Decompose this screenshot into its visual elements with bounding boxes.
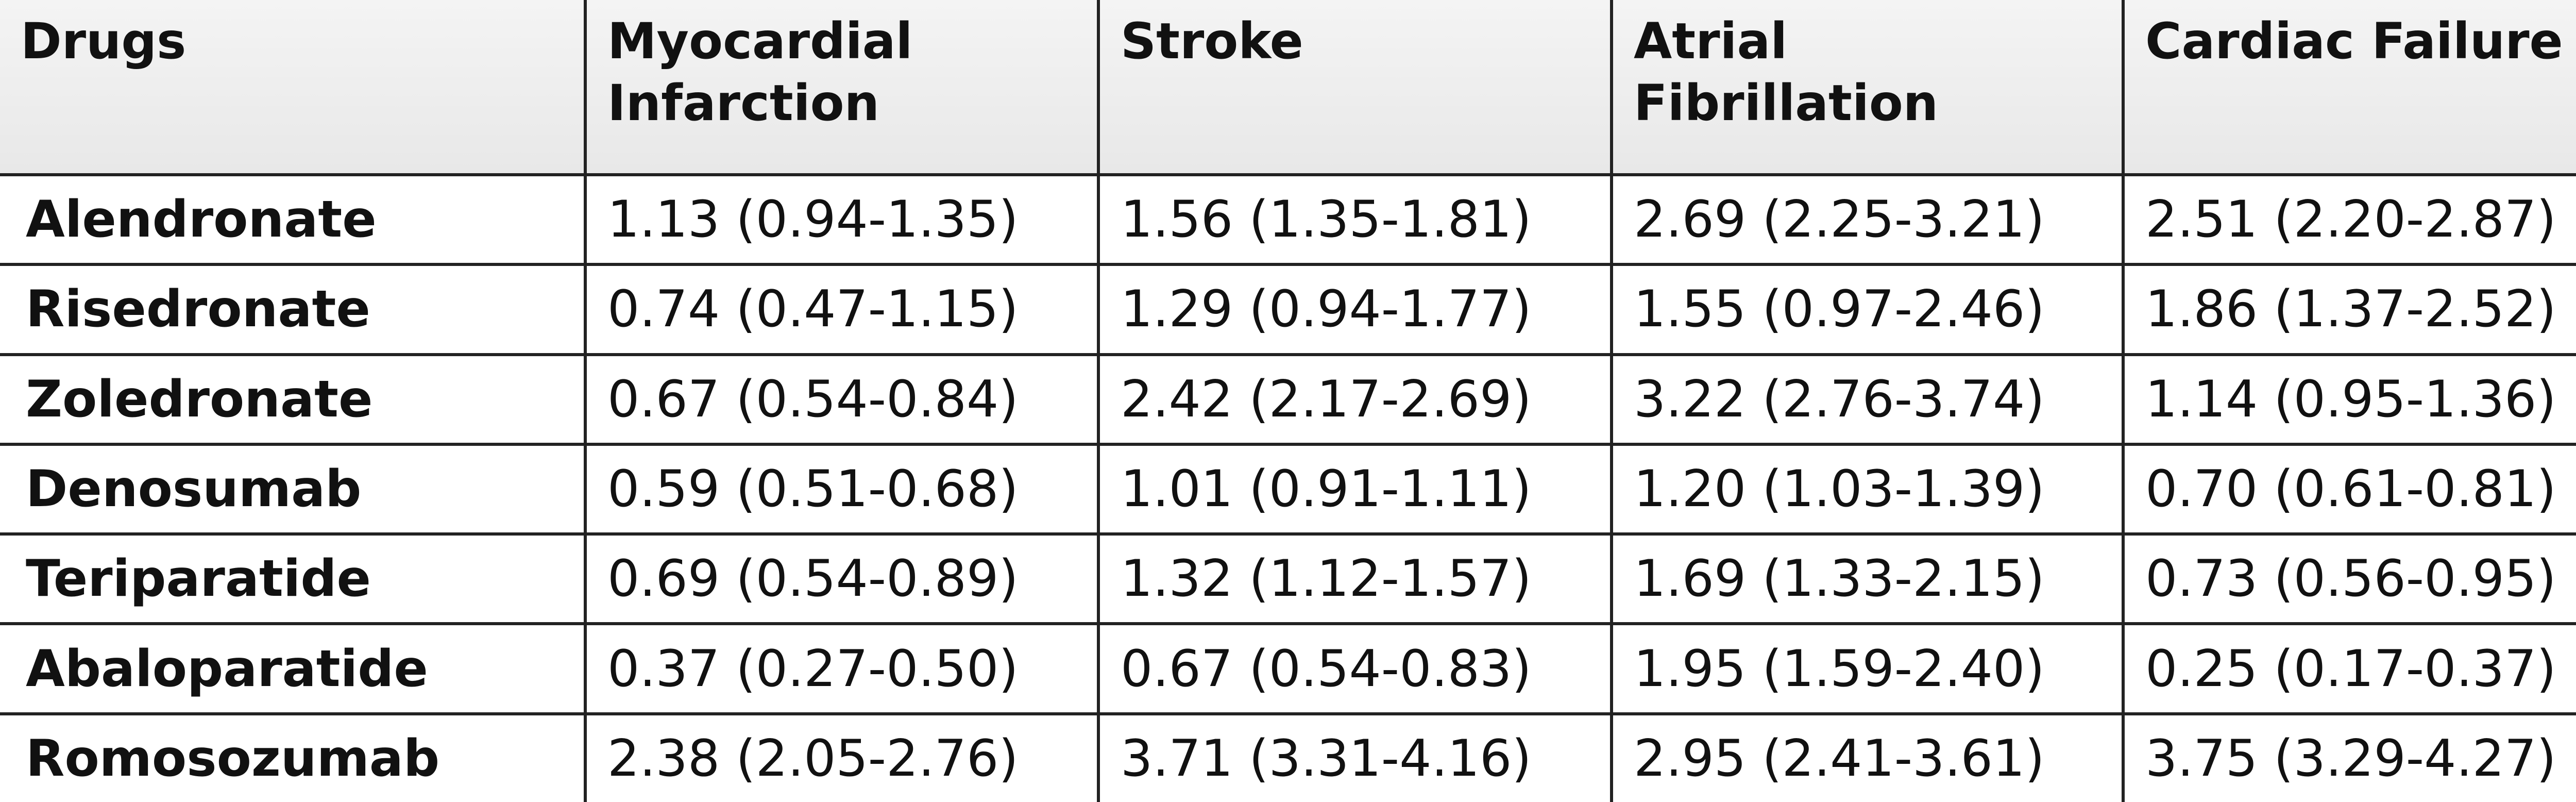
value-cell: 1.13 (0.94-1.35) [584,173,1100,266]
table-body: Alendronate 1.13 (0.94-1.35) 1.56 (1.35-1.… [0,173,2576,802]
drug-name-cell: Risedronate [0,263,587,356]
header-row: Drugs Myocardial Infarction Stroke Atrial F… [0,0,2576,176]
value-cell: 0.59 (0.51-0.68) [584,442,1100,536]
value-cell: 0.69 (0.54-0.89) [584,532,1100,626]
value-cell: 2.51 (2.20-2.87) [2122,173,2576,266]
header-cell: Stroke [1097,0,1613,176]
drug-name-cell: Romosozumab [0,712,587,802]
value-cell: 1.14 (0.95-1.36) [2122,353,2576,446]
value-cell: 3.22 (2.76-3.74) [1610,353,2125,446]
header-cell: Myocardial Infarction [584,0,1100,176]
header-cell: Drugs [0,0,587,176]
table-row: Alendronate 1.13 (0.94-1.35) 1.56 (1.35-1.… [0,173,2576,266]
value-cell: 1.95 (1.59-2.40) [1610,622,2125,715]
value-cell: 0.74 (0.47-1.15) [584,263,1100,356]
table-row: Zoledronate 0.67 (0.54-0.84) 2.42 (2.17-2.… [0,353,2576,446]
value-cell: 2.38 (2.05-2.76) [584,712,1100,802]
value-cell: 0.67 (0.54-0.84) [584,353,1100,446]
value-cell: 2.69 (2.25-3.21) [1610,173,2125,266]
value-cell: 1.01 (0.91-1.11) [1097,442,1613,536]
table-row: Denosumab 0.59 (0.51-0.68) 1.01 (0.91-1.11… [0,442,2576,536]
table-row: Abaloparatide 0.37 (0.27-0.50) 0.67 (0.54-… [0,622,2576,715]
drug-name-cell: Zoledronate [0,353,587,446]
value-cell: 0.25 (0.17-0.37) [2122,622,2576,715]
value-cell: 1.32 (1.12-1.57) [1097,532,1613,626]
header-cell: Cardiac Failure [2122,0,2576,176]
value-cell: 0.67 (0.54-0.83) [1097,622,1613,715]
drug-name-cell: Denosumab [0,442,587,536]
table-row: Risedronate 0.74 (0.47-1.15) 1.29 (0.94-1.… [0,263,2576,356]
value-cell: 0.37 (0.27-0.50) [584,622,1100,715]
table-row: Romosozumab 2.38 (2.05-2.76) 3.71 (3.31-4.… [0,712,2576,802]
value-cell: 1.69 (1.33-2.15) [1610,532,2125,626]
value-cell: 1.55 (0.97-2.46) [1610,263,2125,356]
value-cell: 0.73 (0.56-0.95) [2122,532,2576,626]
value-cell: 1.20 (1.03-1.39) [1610,442,2125,536]
drug-name-cell: Abaloparatide [0,622,587,715]
value-cell: 1.86 (1.37-2.52) [2122,263,2576,356]
value-cell: 3.75 (3.29-4.27) [2122,712,2576,802]
value-cell: 3.71 (3.31-4.16) [1097,712,1613,802]
value-cell: 2.95 (2.41-3.61) [1610,712,2125,802]
drug-name-cell: Alendronate [0,173,587,266]
drug-name-cell: Teriparatide [0,532,587,626]
table-row: Teriparatide 0.69 (0.54-0.89) 1.32 (1.12-1… [0,532,2576,626]
value-cell: 0.70 (0.61-0.81) [2122,442,2576,536]
value-cell: 2.42 (2.17-2.69) [1097,353,1613,446]
header-cell: Atrial Fibrillation [1610,0,2125,176]
value-cell: 1.56 (1.35-1.81) [1097,173,1613,266]
value-cell: 1.29 (0.94-1.77) [1097,263,1613,356]
